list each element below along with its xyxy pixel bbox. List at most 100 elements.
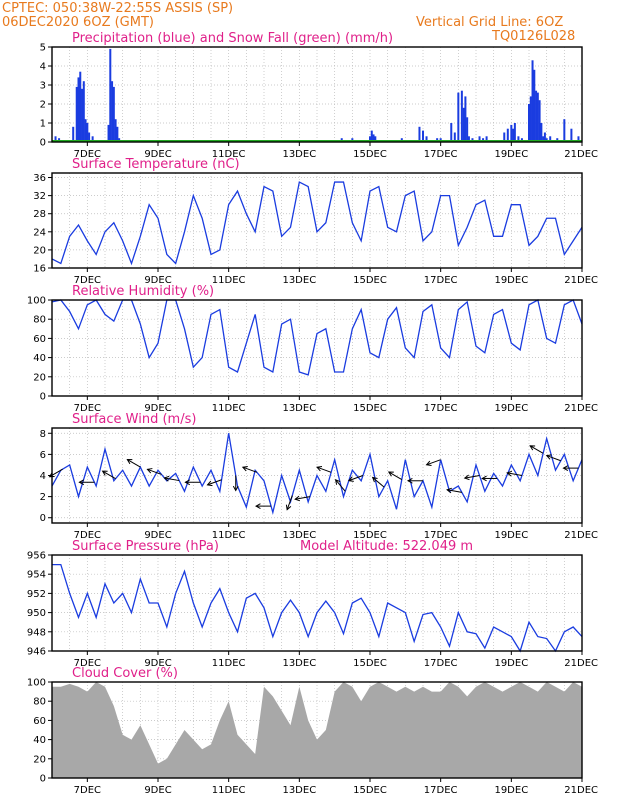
y-tick-label: 0	[40, 774, 46, 785]
wind-arrow	[387, 471, 403, 480]
wind-arrow	[126, 459, 141, 468]
y-tick-label: 4	[40, 471, 46, 482]
precip-bar	[462, 107, 465, 142]
wind-arrow-shaft	[164, 477, 180, 482]
series-line-rh	[51, 299, 583, 376]
y-tick-label: 28	[33, 209, 46, 220]
x-date-label: 21DEC	[564, 149, 598, 160]
x-date-label: 13DEC	[282, 785, 316, 796]
precip-bar	[82, 81, 85, 142]
wind-arrow-head	[184, 479, 191, 486]
wind-arrow-head	[294, 495, 301, 502]
wind-arrow-head	[446, 487, 452, 494]
panel-title-rh: Relative Humidity (%)	[72, 284, 214, 299]
precip-bar	[77, 77, 80, 142]
model-code: TQ0126L028	[491, 29, 575, 44]
wind-arrow-shaft	[372, 477, 385, 488]
precip-bar	[79, 71, 82, 142]
x-date-label: 7DEC	[74, 275, 101, 286]
wind-arrow-head	[406, 477, 413, 484]
header: CPTEC: 050:38W-22:55S ASSIS (SP) 06DEC20…	[2, 1, 575, 44]
wind-arrow-head	[562, 465, 569, 471]
x-date-label: 13DEC	[282, 658, 316, 669]
y-tick-label: 2	[40, 100, 46, 111]
series-line-temp	[51, 181, 583, 266]
wind-arrow-shaft	[295, 496, 311, 500]
panel-precip: Precipitation (blue) and Snow Fall (gree…	[40, 31, 598, 160]
precip-bar	[109, 48, 112, 142]
wind-arrow	[463, 474, 480, 481]
precip-bar	[531, 60, 534, 142]
panel-cloud: Cloud Cover (%) 0 20 40 60 80 100 7DEC 9DEC 11DEC…	[27, 666, 598, 796]
panel-pres: Surface Pressure (hPa) Model Altitude: 52…	[27, 539, 598, 669]
y-tick-label: 40	[33, 735, 46, 746]
y-tick-label: 16	[33, 264, 46, 275]
precip-bar	[86, 123, 89, 142]
x-date-label: 19DEC	[494, 530, 528, 541]
y-tick-label: 946	[27, 647, 46, 658]
precip-bar	[116, 126, 119, 142]
panel-frame	[51, 554, 583, 652]
y-tick-label: 954	[27, 570, 46, 581]
wind-arrow	[529, 445, 544, 454]
x-date-label: 15DEC	[353, 658, 387, 669]
precip-bar	[529, 96, 532, 142]
panel-title-precip: Precipitation (blue) and Snow Fall (gree…	[72, 31, 393, 46]
x-date-label: 13DEC	[282, 530, 316, 541]
x-date-label: 11DEC	[212, 149, 246, 160]
wind-arrow-shaft	[286, 495, 293, 510]
precip-bar	[112, 86, 115, 142]
x-date-label: 17DEC	[424, 530, 458, 541]
precip-bar	[517, 136, 520, 142]
precip-bar	[563, 119, 566, 142]
x-date-label: 21DEC	[564, 403, 598, 414]
wind-arrow	[146, 468, 162, 475]
precip-bar	[81, 88, 84, 142]
wind-arrow-head	[126, 459, 133, 465]
y-tick-label: 0	[40, 138, 46, 149]
wind-arrow-head	[425, 460, 432, 467]
y-tick-label: 100	[27, 296, 46, 307]
x-date-label: 19DEC	[494, 785, 528, 796]
wind-arrow	[232, 475, 239, 492]
y-tick-label: 950	[27, 608, 46, 619]
y-tick-label: 1	[40, 119, 46, 130]
x-date-label: 15DEC	[353, 785, 387, 796]
y-tick-label: 0	[40, 513, 46, 524]
wind-arrow-head	[241, 465, 248, 472]
precip-bar	[485, 136, 488, 142]
wind-arrow-head	[529, 445, 536, 451]
wind-arrow-head	[347, 476, 354, 482]
x-date-label: 15DEC	[353, 275, 387, 286]
x-date-label: 21DEC	[564, 530, 598, 541]
x-date-label: 9DEC	[144, 275, 171, 286]
y-tick-label: 20	[33, 245, 46, 256]
x-date-label: 17DEC	[424, 149, 458, 160]
wind-arrow-shaft	[447, 489, 462, 493]
x-date-label: 15DEC	[353, 403, 387, 414]
precip-bar	[506, 128, 509, 142]
y-tick-label: 36	[33, 173, 46, 184]
x-date-label: 7DEC	[74, 658, 101, 669]
y-tick-label: 2	[40, 492, 46, 503]
precip-bar	[114, 119, 117, 142]
precip-bar	[570, 128, 573, 142]
x-date-label: 17DEC	[424, 785, 458, 796]
wind-arrow	[285, 495, 293, 511]
precip-bar	[478, 136, 481, 142]
wind-arrow-shaft	[348, 475, 364, 482]
x-date-label: 17DEC	[424, 658, 458, 669]
wind-arrow-shaft	[242, 466, 258, 473]
x-date-label: 15DEC	[353, 530, 387, 541]
precip-bar	[369, 136, 371, 142]
x-date-label: 7DEC	[74, 149, 101, 160]
wind-arrow-head	[316, 465, 323, 472]
x-date-label: 13DEC	[282, 403, 316, 414]
precip-bar	[464, 96, 467, 142]
wind-arrow-shaft	[207, 479, 222, 486]
wind-arrow	[347, 475, 364, 482]
wind-arrow-shaft	[335, 479, 346, 492]
y-tick-label: 3	[40, 81, 46, 92]
precip-bar	[512, 128, 515, 142]
precip-bar	[88, 132, 91, 142]
